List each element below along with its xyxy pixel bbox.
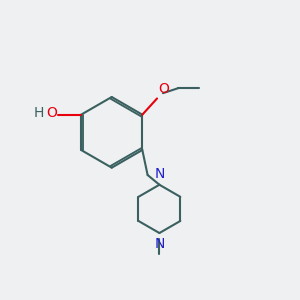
Text: H: H (34, 106, 44, 120)
Text: N: N (154, 237, 165, 250)
Text: O: O (158, 82, 169, 96)
Text: O: O (46, 106, 57, 120)
Text: N: N (154, 167, 165, 181)
